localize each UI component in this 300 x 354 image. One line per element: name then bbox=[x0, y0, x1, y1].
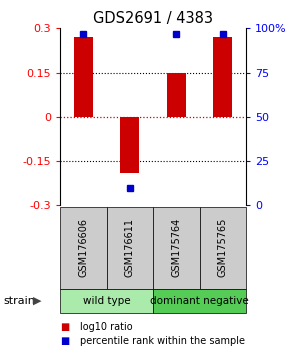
Text: wild type: wild type bbox=[83, 296, 130, 306]
Bar bbox=[74, 37, 93, 117]
Text: ▶: ▶ bbox=[33, 296, 42, 306]
Text: GSM176611: GSM176611 bbox=[125, 218, 135, 277]
Text: percentile rank within the sample: percentile rank within the sample bbox=[80, 336, 244, 346]
Text: GSM176606: GSM176606 bbox=[78, 218, 88, 277]
Bar bbox=[214, 37, 232, 117]
Title: GDS2691 / 4383: GDS2691 / 4383 bbox=[93, 11, 213, 26]
Bar bbox=[167, 73, 185, 117]
Text: ■: ■ bbox=[60, 322, 69, 332]
Text: dominant negative: dominant negative bbox=[150, 296, 249, 306]
Bar bbox=[121, 117, 139, 173]
Text: GSM175764: GSM175764 bbox=[171, 218, 181, 278]
Text: ■: ■ bbox=[60, 336, 69, 346]
Text: log10 ratio: log10 ratio bbox=[80, 322, 132, 332]
Text: GSM175765: GSM175765 bbox=[218, 218, 228, 278]
Text: strain: strain bbox=[3, 296, 35, 306]
